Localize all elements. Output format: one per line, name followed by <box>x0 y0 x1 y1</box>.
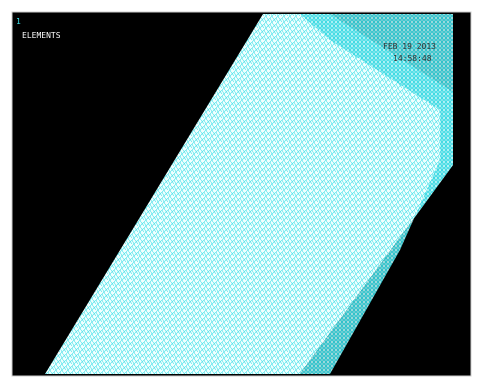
graphics-window: 1 ELEMENTS FEB 19 2013 14:58:48 <box>0 0 481 383</box>
date: FEB 19 2013 <box>383 42 436 51</box>
time: 14:58:48 <box>393 54 432 63</box>
page: {"window": {"number": "1", "label": "ELE… <box>0 0 481 383</box>
window-number: 1 <box>16 17 21 26</box>
plot-label: ELEMENTS <box>22 31 61 40</box>
body: 1 ELEMENTS FEB 19 2013 14:58:48 (() => {… <box>0 0 481 383</box>
